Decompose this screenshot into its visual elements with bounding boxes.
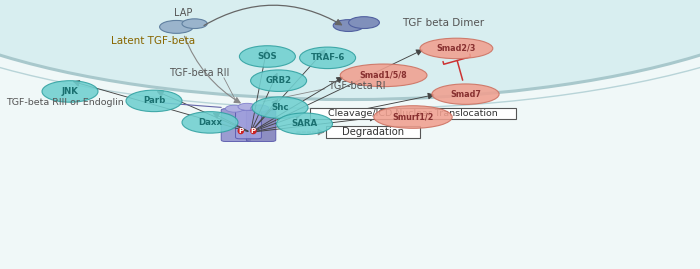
Text: TGF-beta RII: TGF-beta RII (169, 68, 230, 78)
Text: Latent TGF-beta: Latent TGF-beta (111, 36, 195, 46)
Text: Daxx: Daxx (198, 118, 222, 127)
Circle shape (126, 90, 182, 112)
Text: SOS: SOS (258, 52, 277, 61)
Circle shape (225, 105, 244, 112)
Ellipse shape (374, 106, 452, 128)
Circle shape (160, 20, 193, 33)
Text: Smad2/3: Smad2/3 (437, 44, 476, 53)
Bar (0, 0, 700, 167)
FancyBboxPatch shape (310, 108, 516, 119)
Circle shape (251, 70, 307, 91)
Circle shape (251, 105, 269, 112)
Text: P: P (238, 128, 244, 134)
Circle shape (238, 103, 256, 110)
Text: TGF-beta RIII or Endoglin: TGF-beta RIII or Endoglin (6, 98, 123, 107)
Ellipse shape (0, 0, 700, 100)
Circle shape (300, 47, 356, 69)
Text: Cleavage/ICD Nuclear Translocation: Cleavage/ICD Nuclear Translocation (328, 109, 498, 118)
Text: JNK: JNK (62, 87, 78, 96)
Text: Shc: Shc (272, 103, 288, 112)
Text: TGF beta Dimer: TGF beta Dimer (402, 18, 484, 28)
FancyBboxPatch shape (326, 126, 420, 138)
FancyBboxPatch shape (235, 110, 261, 139)
Text: GRB2: GRB2 (265, 76, 292, 85)
Text: TRAF-6: TRAF-6 (310, 53, 345, 62)
Circle shape (252, 97, 308, 118)
Circle shape (182, 112, 238, 133)
Text: SARA: SARA (291, 119, 318, 128)
Circle shape (239, 46, 295, 67)
Text: Smurf1/2: Smurf1/2 (392, 112, 434, 122)
Text: P: P (251, 128, 256, 134)
Circle shape (42, 81, 98, 102)
Circle shape (349, 17, 379, 29)
Text: Smad7: Smad7 (450, 90, 481, 99)
Circle shape (182, 19, 207, 29)
Text: Degradation: Degradation (342, 127, 404, 137)
FancyBboxPatch shape (221, 109, 251, 141)
Text: Smad1/5/8: Smad1/5/8 (360, 71, 407, 80)
Ellipse shape (420, 38, 493, 59)
Ellipse shape (432, 84, 499, 104)
Circle shape (333, 20, 364, 31)
Text: TGF-beta RI: TGF-beta RI (328, 81, 385, 91)
FancyBboxPatch shape (246, 110, 276, 141)
Text: Parb: Parb (143, 96, 165, 105)
Circle shape (276, 113, 332, 134)
Ellipse shape (340, 64, 427, 87)
Text: LAP: LAP (174, 8, 193, 19)
